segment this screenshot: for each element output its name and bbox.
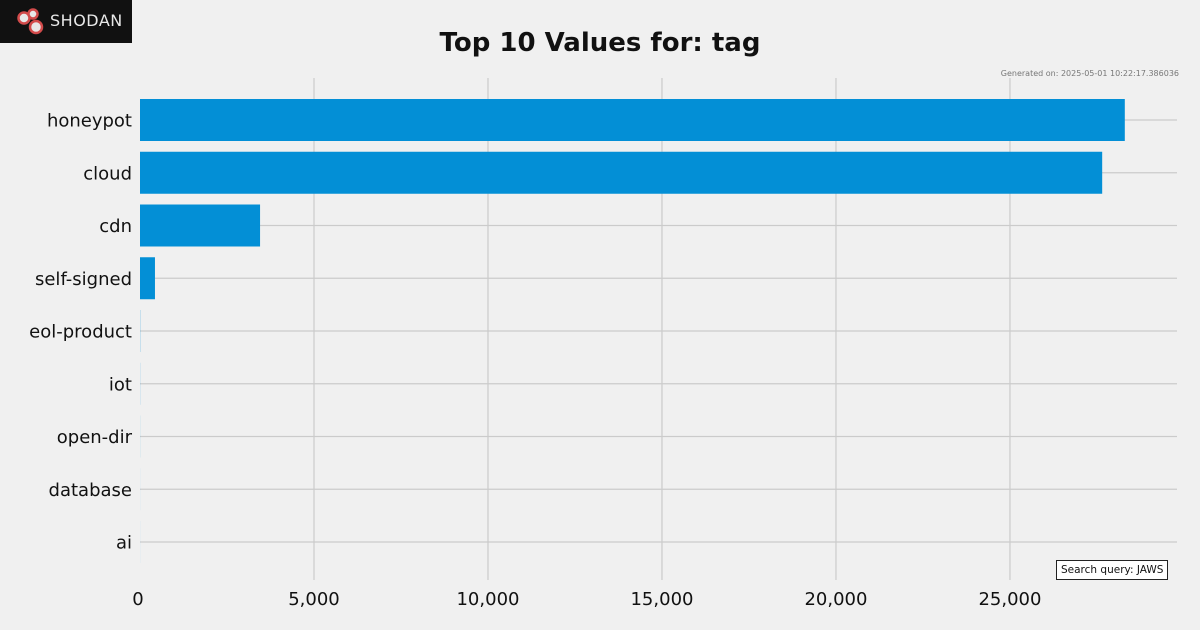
y-tick-label: cloud [83,163,132,184]
y-tick-labels: honeypot cloud cdn self-signed eol-product io… [29,111,132,554]
bar-cdn [140,204,261,247]
x-tick-label: 15,000 [630,589,693,610]
y-tick-label: open-dir [57,427,133,448]
generated-timestamp: Generated on: 2025-05-01 10:22:17.386036 [1000,69,1179,78]
x-tick-labels: 0 5,000 10,000 15,000 20,000 25,000 [132,589,1041,610]
y-tick-label: cdn [99,216,132,237]
search-query-box: Search query: JAWS [1056,560,1169,580]
bar-honeypot [140,99,1125,141]
shodan-logo-icon [17,8,44,35]
x-tick-label: 0 [132,589,143,610]
chart-title: Top 10 Values for: tag [439,28,761,58]
logo-text: SHODAN [50,11,123,30]
bar-self-signed [140,257,155,300]
y-tick-label: iot [109,374,132,395]
y-tick-label: database [49,480,132,501]
shodan-logo: SHODAN [0,0,132,43]
x-tick-label: 10,000 [456,589,519,610]
bar-cloud [140,151,1103,194]
x-tick-label: 20,000 [804,589,867,610]
y-tick-label: self-signed [35,269,132,290]
y-tick-label: honeypot [47,111,132,132]
y-tick-label: ai [116,533,132,554]
x-tick-label: 5,000 [288,589,340,610]
y-tick-label: eol-product [29,322,132,343]
bars [140,99,1125,563]
x-tick-label: 25,000 [978,589,1041,610]
